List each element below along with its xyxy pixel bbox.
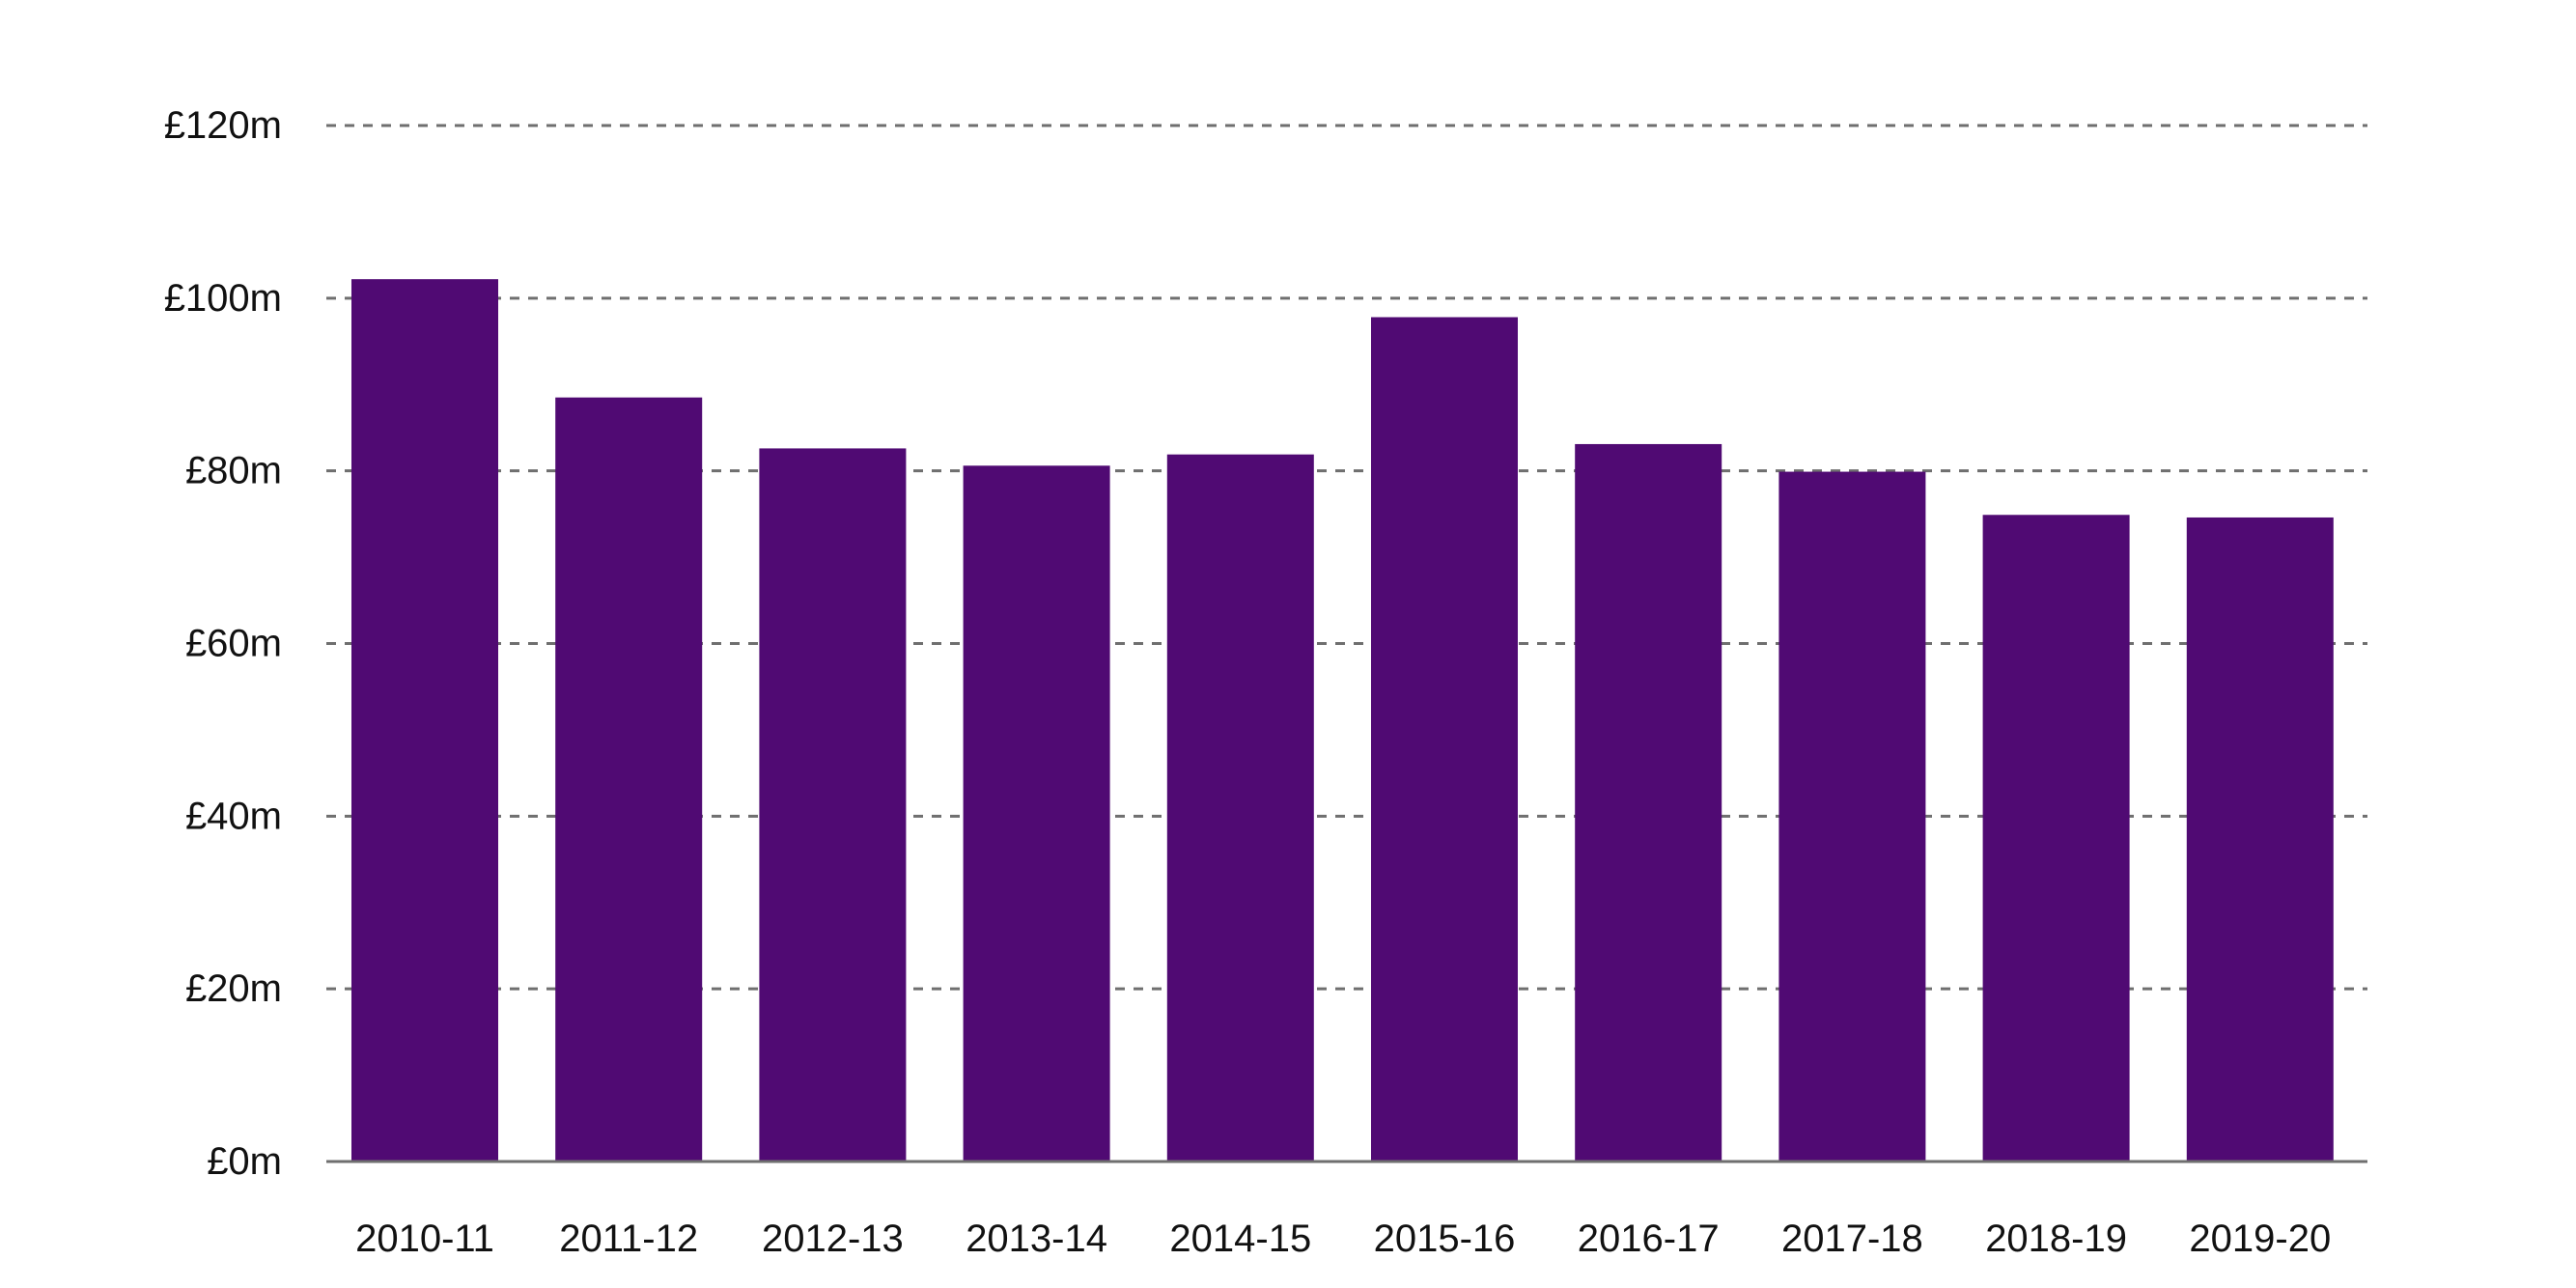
y-tick-label: £60m	[185, 623, 282, 665]
y-tick-label: £0m	[207, 1140, 282, 1183]
y-tick-label: £20m	[185, 967, 282, 1010]
x-tick-label: 2013-14	[966, 1218, 1107, 1260]
x-tick-label: 2010-11	[355, 1218, 494, 1260]
bar	[1982, 515, 2130, 1162]
bar	[351, 279, 498, 1162]
bar	[963, 465, 1110, 1162]
x-tick-label: 2016-17	[1578, 1218, 1720, 1260]
bars	[351, 279, 2334, 1162]
y-tick-label: £120m	[164, 104, 282, 147]
y-tick-label: £100m	[164, 277, 282, 320]
bar	[1166, 454, 1314, 1162]
x-tick-label: 2015-16	[1374, 1218, 1516, 1260]
y-tick-label: £80m	[185, 450, 282, 492]
x-tick-label: 2014-15	[1169, 1218, 1311, 1260]
bar	[759, 448, 907, 1162]
bar	[2186, 517, 2334, 1162]
x-tick-label: 2017-18	[1781, 1218, 1923, 1260]
y-tick-label: £40m	[185, 795, 282, 837]
x-tick-label: 2012-13	[762, 1218, 904, 1260]
bar	[1575, 443, 1722, 1162]
x-tick-label: 2018-19	[1985, 1218, 2127, 1260]
bar	[1778, 471, 1926, 1162]
y-tick-labels: £0m £20m £40m £60m £80m £100m £120m	[164, 104, 282, 1183]
x-tick-label: 2019-20	[2189, 1218, 2331, 1260]
bar	[555, 397, 703, 1162]
x-tick-label: 2011-12	[559, 1218, 698, 1260]
x-tick-labels: 2010-11 2011-12 2012-13 2013-14 2014-15 2015-…	[355, 1218, 2331, 1260]
bar	[1371, 317, 1518, 1162]
